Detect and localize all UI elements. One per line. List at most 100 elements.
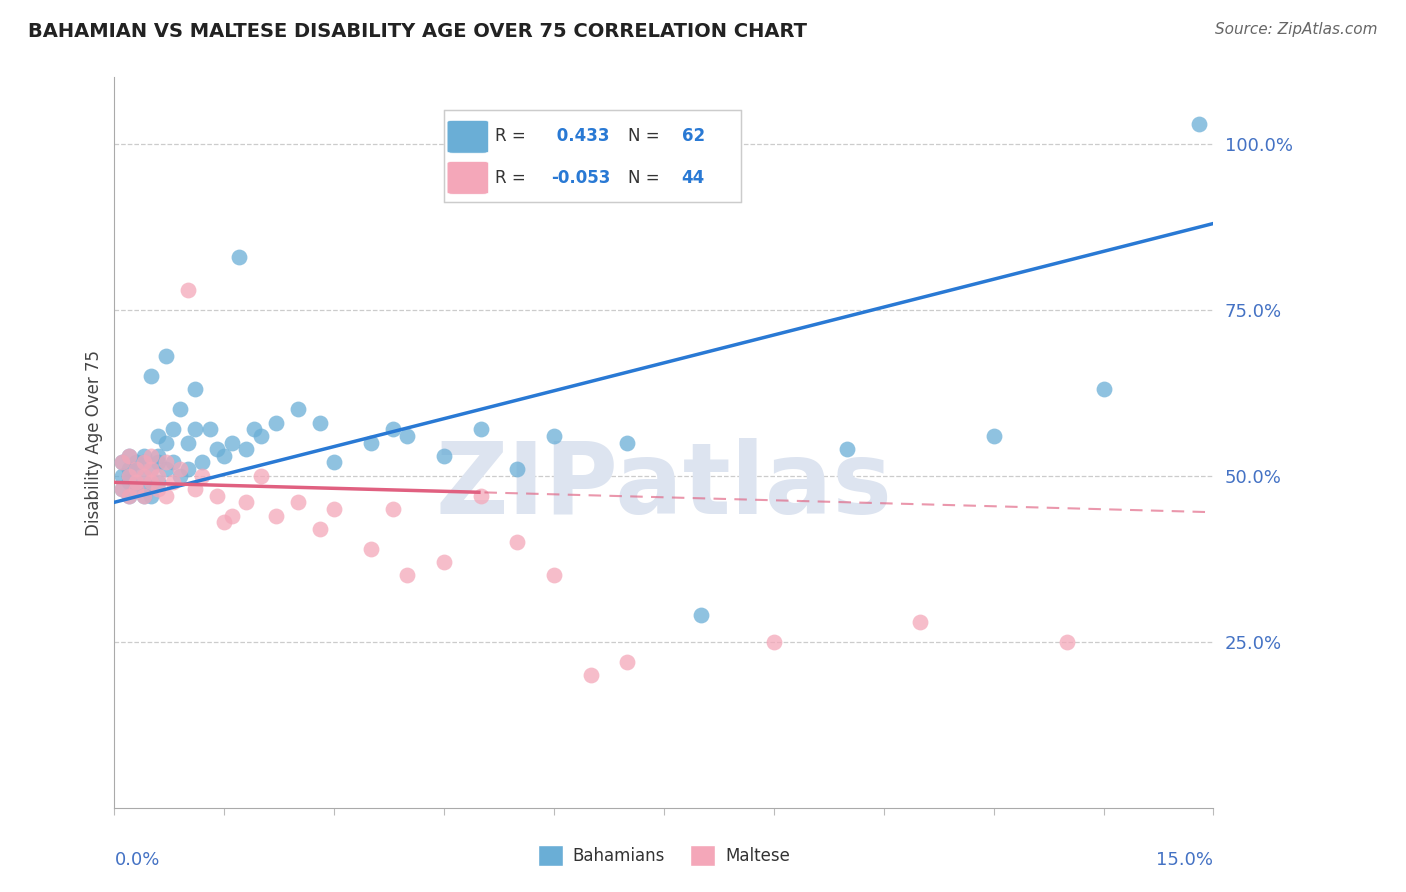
Legend: Bahamians, Maltese: Bahamians, Maltese [531,838,797,872]
Text: BAHAMIAN VS MALTESE DISABILITY AGE OVER 75 CORRELATION CHART: BAHAMIAN VS MALTESE DISABILITY AGE OVER … [28,22,807,41]
Point [132,482,155,496]
Point [250,429,273,443]
Point [118,475,141,490]
Point [433,449,456,463]
Point [176,462,198,476]
Point [762,634,785,648]
Point [148,449,170,463]
Point [118,468,141,483]
Point [543,568,565,582]
Point [1092,383,1115,397]
Point [125,475,148,490]
Point [184,422,207,436]
Point [118,468,141,483]
Point [360,541,382,556]
Text: ZIPatlas: ZIPatlas [436,438,893,535]
Point [125,462,148,476]
Point [155,462,177,476]
Point [118,462,141,476]
Point [579,668,602,682]
Point [139,475,162,490]
Point [132,455,155,469]
Point [139,489,162,503]
Point [162,422,184,436]
Point [111,482,134,496]
Point [132,468,155,483]
Point [616,435,638,450]
Point [470,489,492,503]
Point [176,435,198,450]
Point [287,402,309,417]
Point [132,489,155,503]
Point [169,468,191,483]
Point [148,475,170,490]
Point [689,608,711,623]
Point [323,455,346,469]
Point [221,508,243,523]
Point [198,422,221,436]
Point [1056,634,1078,648]
Point [169,462,191,476]
Point [125,482,148,496]
Point [111,455,134,469]
Point [381,422,404,436]
Point [148,429,170,443]
Point [184,482,207,496]
Point [543,429,565,443]
Point [221,435,243,450]
Point [139,475,162,490]
Point [118,449,141,463]
Point [132,455,155,469]
Point [191,468,214,483]
Point [148,455,170,469]
Point [118,489,141,503]
Point [191,455,214,469]
Point [125,482,148,496]
Point [132,468,155,483]
Point [139,449,162,463]
Point [396,429,419,443]
Point [184,383,207,397]
Point [910,615,932,629]
Point [148,468,170,483]
Text: Source: ZipAtlas.com: Source: ZipAtlas.com [1215,22,1378,37]
Point [139,462,162,476]
Point [228,250,250,264]
Point [323,502,346,516]
Point [155,435,177,450]
Point [242,422,264,436]
Text: 15.0%: 15.0% [1157,852,1213,870]
Point [214,449,236,463]
Point [125,455,148,469]
Point [506,535,529,549]
Point [214,515,236,529]
Point [433,555,456,569]
Point [264,508,287,523]
Point [250,468,273,483]
Point [169,402,191,417]
Point [308,522,330,536]
Point [125,462,148,476]
Point [155,489,177,503]
Point [139,462,162,476]
Point [235,442,257,457]
Point [235,495,257,509]
Point [148,482,170,496]
Point [360,435,382,450]
Point [132,489,155,503]
Point [837,442,859,457]
Point [381,502,404,516]
Point [616,655,638,669]
Point [205,489,228,503]
Point [162,475,184,490]
Point [396,568,419,582]
Point [983,429,1005,443]
Point [205,442,228,457]
Point [155,455,177,469]
Point [139,369,162,384]
Y-axis label: Disability Age Over 75: Disability Age Over 75 [86,350,103,535]
Point [125,475,148,490]
Point [118,449,141,463]
Point [506,462,529,476]
Text: 0.0%: 0.0% [114,852,160,870]
